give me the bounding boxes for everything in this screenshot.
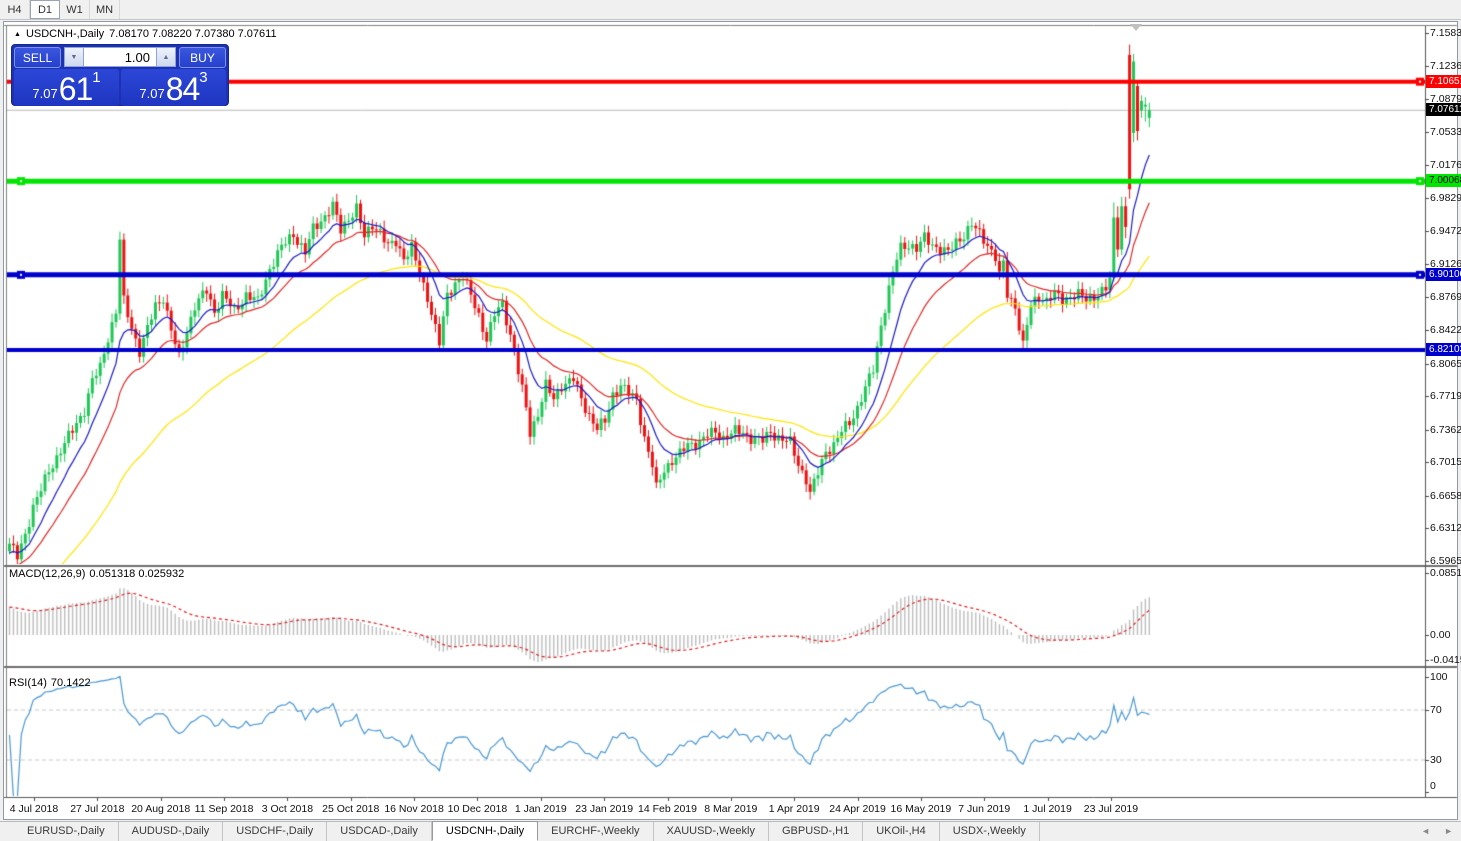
price-tick-label: 6.73620: [1430, 423, 1461, 436]
macd-name: MACD(12,26,9): [9, 568, 86, 580]
sell-button[interactable]: SELL: [14, 47, 61, 68]
price-tick-label: 7.15830: [1430, 27, 1461, 39]
date-tick-label: 14 Feb 2019: [638, 803, 697, 815]
macd-tick-label: 0.085164: [1430, 566, 1461, 579]
price-tick-label: 6.80655: [1430, 357, 1461, 370]
buy-price-display[interactable]: 7.07 84 3: [121, 69, 226, 106]
rsi-indicator-label: RSI(14) 70.1422: [9, 677, 95, 689]
macd-values: 0.051318 0.025932: [89, 568, 185, 580]
price-tick-label: 6.63120: [1430, 522, 1461, 535]
rsi-tick-label: 100: [1430, 671, 1448, 683]
macd-indicator-label: MACD(12,26,9) 0.051318 0.025932: [9, 568, 188, 580]
symbol-period-label: USDCNH-,Daily: [25, 28, 105, 40]
price-tick-label: 7.01760: [1430, 159, 1461, 172]
date-tick-label: 3 Oct 2018: [261, 803, 314, 815]
price-tick-label: 6.87690: [1430, 291, 1461, 304]
chart-title: ▲ USDCNH-,Daily 7.08170 7.08220 7.07380 …: [14, 28, 277, 40]
price-tick-label: 7.05330: [1430, 125, 1461, 138]
date-tick-label: 20 Aug 2018: [131, 803, 191, 815]
chart-shift-marker-icon[interactable]: [1130, 24, 1142, 31]
rsi-tick-label: 70: [1430, 704, 1442, 716]
date-tick-label: 7 Jun 2019: [958, 803, 1011, 815]
ohlc-quote-label: 7.08170 7.08220 7.07380 7.07611: [109, 28, 277, 40]
date-tick-label: 23 Jan 2019: [575, 803, 634, 815]
date-tick-label: 24 Apr 2019: [829, 803, 886, 815]
sell-price-display[interactable]: 7.07 61 1: [14, 69, 119, 106]
price-tick-label: 6.94725: [1430, 225, 1461, 238]
price-tick-label: 6.77190: [1430, 390, 1461, 403]
price-tick-label: 6.59655: [1430, 555, 1461, 567]
price-tick-label: 6.84225: [1430, 324, 1461, 337]
one-click-trading-panel: SELL ▼ ▲ BUY 7.07 61 1 7.07 84 3: [11, 44, 229, 106]
date-tick-label: 4 Jul 2018: [9, 803, 59, 815]
price-tick-label: 6.70155: [1430, 456, 1461, 469]
volume-control: ▼ ▲: [64, 47, 176, 67]
date-tick-label: 16 May 2019: [890, 803, 952, 815]
sell-price-small: 7.07: [32, 86, 58, 101]
volume-decrease-icon[interactable]: ▼: [64, 47, 84, 67]
trade-panel-price-row: 7.07 61 1 7.07 84 3: [14, 69, 226, 106]
date-tick-label: 1 Jul 2019: [1023, 803, 1072, 815]
price-tick-label: 6.98295: [1430, 191, 1461, 204]
rsi-tick-label: 30: [1430, 754, 1442, 766]
buy-price-small: 7.07: [139, 86, 165, 101]
macd-tick-label: -0.04159: [1430, 654, 1461, 666]
date-tick-label: 1 Jan 2019: [514, 803, 567, 815]
price-tick-label: 7.08795: [1430, 93, 1461, 106]
rsi-tick-label: 0: [1430, 780, 1436, 792]
rsi-name: RSI(14): [9, 677, 47, 689]
date-tick-label: 1 Apr 2019: [768, 803, 820, 815]
buy-button[interactable]: BUY: [179, 47, 226, 68]
date-tick-label: 8 Mar 2019: [704, 803, 758, 815]
price-level-tag: 6.90100: [1426, 267, 1461, 281]
price-tick-label: 6.66585: [1430, 489, 1461, 502]
price-level-tag: 7.00068: [1426, 174, 1461, 188]
macd-tick-label: 0.00: [1430, 629, 1451, 641]
date-tick-label: 10 Dec 2018: [447, 803, 508, 815]
price-level-tag: 7.07611: [1426, 103, 1461, 117]
date-tick-label: 11 Sep 2018: [194, 803, 254, 815]
date-tick-label: 25 Oct 2018: [322, 803, 380, 815]
trade-panel-top-row: SELL ▼ ▲ BUY: [14, 47, 226, 68]
volume-input[interactable]: [84, 47, 156, 67]
sell-price-big: 61: [58, 71, 94, 107]
date-tick-label: 27 Jul 2018: [70, 803, 125, 815]
sell-price-sup: 1: [92, 69, 101, 86]
buy-price-big: 84: [165, 71, 201, 107]
rsi-value: 70.1422: [50, 677, 91, 689]
date-tick-label: 16 Nov 2018: [384, 803, 444, 815]
price-level-tag: 6.82103: [1426, 343, 1461, 356]
price-level-tag: 7.10651: [1426, 74, 1461, 88]
price-tick-label: 6.91260: [1430, 257, 1461, 270]
collapse-arrow-icon[interactable]: ▲: [14, 30, 21, 38]
price-tick-label: 7.12365: [1430, 59, 1461, 72]
buy-price-sup: 3: [199, 69, 208, 86]
date-tick-label: 23 Jul 2019: [1083, 803, 1139, 815]
volume-increase-icon[interactable]: ▲: [156, 47, 176, 67]
